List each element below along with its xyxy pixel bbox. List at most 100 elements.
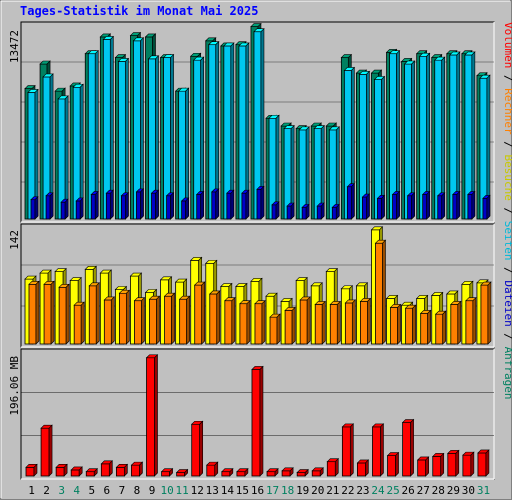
- legend-segment: Anfragen: [502, 347, 512, 400]
- x-tick-label: 26: [402, 484, 415, 497]
- x-tick-label: 13: [206, 484, 219, 497]
- bar-volumen-30: [462, 451, 475, 477]
- panel-volume: [20, 348, 495, 480]
- bar-volumen-4: [70, 466, 83, 477]
- legend-segment: Volumen: [502, 22, 512, 68]
- bar-dateien-5: [90, 190, 99, 220]
- bar-rechner-26: [404, 304, 417, 345]
- bar-dateien-9: [150, 189, 160, 220]
- x-tick-label: 28: [432, 484, 445, 497]
- x-tick-label: 6: [104, 484, 111, 497]
- bar-rechner-30: [465, 296, 477, 345]
- x-tick-label: 29: [447, 484, 460, 497]
- bar-seiten-17: [268, 114, 280, 220]
- bar-rechner-3: [58, 283, 70, 345]
- bar-rechner-13: [209, 290, 221, 345]
- bar-volumen-13: [206, 461, 219, 477]
- bar-volumen-25: [386, 451, 400, 477]
- bar-seiten-18: [283, 124, 295, 220]
- bar-seiten-29: [449, 51, 461, 220]
- bar-volumen-7: [115, 463, 129, 477]
- bar-dateien-12: [195, 190, 205, 220]
- bar-dateien-7: [120, 192, 130, 220]
- bar-seiten-30: [464, 51, 476, 220]
- bar-volumen-26: [401, 418, 415, 477]
- x-tick-label: 5: [88, 484, 95, 497]
- bar-dateien-21: [331, 203, 341, 220]
- bar-dateien-25: [391, 190, 401, 220]
- bar-rechner-4: [73, 301, 85, 345]
- x-tick-label: 16: [251, 484, 264, 497]
- bar-dateien-22: [346, 182, 356, 220]
- bar-rechner-15: [239, 299, 251, 345]
- bar-rechner-24: [374, 239, 387, 345]
- bar-dateien-19: [301, 203, 310, 220]
- x-axis-labels: 1 2 3 4 5 6 7 8 9 10 11 12 13 14 15 16 17 18 19 20 21 22 23 24 2…: [28, 484, 490, 497]
- bar-volumen-23: [356, 459, 370, 477]
- x-tick-label: 11: [176, 484, 189, 497]
- bar-volumen-6: [100, 460, 114, 477]
- bar-volumen-24: [371, 423, 385, 477]
- bar-seiten-14: [223, 42, 235, 220]
- bar-dateien-3: [60, 198, 69, 220]
- bar-dateien-18: [286, 202, 295, 220]
- bar-rechner-23: [359, 297, 372, 345]
- bar-dateien-6: [105, 189, 115, 220]
- x-tick-label: 31: [477, 484, 490, 497]
- bar-dateien-10: [165, 192, 175, 220]
- bar-rechner-19: [299, 296, 311, 345]
- bar-dateien-27: [421, 190, 431, 220]
- bar-volumen-11: [175, 468, 189, 477]
- bar-rechner-21: [329, 300, 342, 345]
- bar-rechner-20: [314, 300, 326, 345]
- bar-dateien-2: [45, 192, 54, 220]
- bar-seiten-6: [102, 35, 115, 220]
- bar-volumen-19: [296, 468, 309, 477]
- x-tick-label: 23: [356, 484, 369, 497]
- bar-volumen-8: [130, 461, 144, 477]
- x-tick-label: 19: [296, 484, 309, 497]
- bar-dateien-23: [361, 193, 371, 220]
- x-tick-label: 18: [281, 484, 294, 497]
- x-tick-label: 12: [191, 484, 204, 497]
- legend-segment: Besuche: [502, 154, 512, 200]
- bar-dateien-17: [271, 201, 280, 220]
- right-legend: Volumen / Rechner / Besuche / Seiten / D…: [502, 22, 512, 400]
- panel-hits: [20, 21, 495, 223]
- legend-segment: /: [502, 135, 512, 155]
- x-tick-label: 27: [417, 484, 430, 497]
- bar-rechner-6: [103, 296, 116, 345]
- bar-dateien-4: [75, 197, 84, 220]
- bar-dateien-26: [406, 192, 416, 220]
- x-tick-label: 24: [371, 484, 385, 497]
- bar-volumen-3: [55, 463, 68, 477]
- legend-segment: Dateien: [502, 280, 512, 326]
- legend-segment: /: [502, 201, 512, 221]
- legend-segment: /: [502, 68, 512, 88]
- bar-volumen-9: [145, 354, 159, 477]
- x-tick-label: 4: [73, 484, 80, 497]
- bar-dateien-20: [316, 202, 325, 220]
- bar-rechner-14: [224, 296, 236, 345]
- bar-volumen-18: [281, 467, 294, 477]
- y-label-visits: 142: [8, 230, 21, 250]
- bar-rechner-31: [480, 281, 492, 345]
- x-tick-label: 8: [134, 484, 141, 497]
- bar-volumen-17: [266, 467, 279, 477]
- x-tick-label: 2: [43, 484, 50, 497]
- bar-volumen-28: [432, 452, 445, 477]
- bar-volumen-31: [477, 449, 490, 477]
- chart-title: Tages-Statistik im Monat Mai 2025: [20, 4, 259, 18]
- x-tick-label: 10: [160, 484, 173, 497]
- x-tick-label: 9: [149, 484, 156, 497]
- bar-rechner-27: [419, 309, 432, 345]
- bar-rechner-17: [269, 313, 281, 345]
- x-tick-label: 3: [58, 484, 65, 497]
- bar-dateien-28: [437, 192, 446, 220]
- x-tick-label: 30: [462, 484, 475, 497]
- bar-volumen-22: [341, 423, 355, 477]
- bar-rechner-16: [254, 299, 266, 345]
- x-tick-label: 7: [119, 484, 126, 497]
- bar-volumen-14: [221, 467, 234, 477]
